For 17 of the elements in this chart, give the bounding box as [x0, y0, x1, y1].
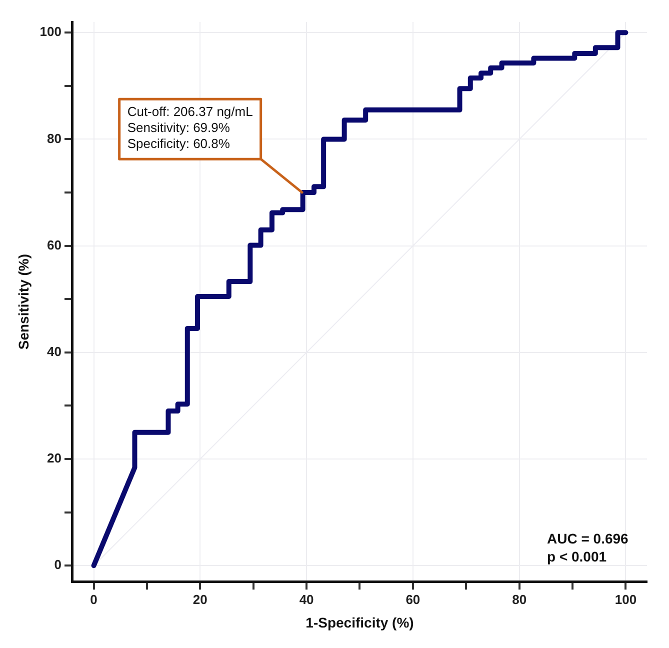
annotation: Cut-off: 206.37 ng/mL Sensitivity: 69.9% Specificity: 60.8% — [127, 104, 253, 152]
y-tick-label: 40 — [47, 344, 62, 360]
annotation: p < 0.001 — [547, 548, 607, 565]
x-tick-label: 20 — [192, 592, 208, 607]
y-tick-label: 80 — [47, 130, 62, 146]
x-axis-title: 1-Specificity (%) — [306, 614, 414, 630]
x-tick-label: 100 — [614, 592, 637, 607]
y-tick-label: 60 — [47, 237, 62, 252]
y-tick-label: 20 — [47, 450, 62, 466]
y-tick-label: 0 — [54, 557, 62, 572]
annotation: AUC = 0.696 — [547, 530, 629, 547]
x-tick-label: 80 — [512, 592, 527, 607]
x-tick-label: 40 — [299, 592, 314, 607]
y-axis-title: Sensitivity (%) — [15, 254, 32, 350]
x-tick-label: 60 — [406, 592, 420, 607]
y-tick-label: 100 — [40, 24, 62, 40]
x-tick-label: 0 — [90, 592, 98, 607]
